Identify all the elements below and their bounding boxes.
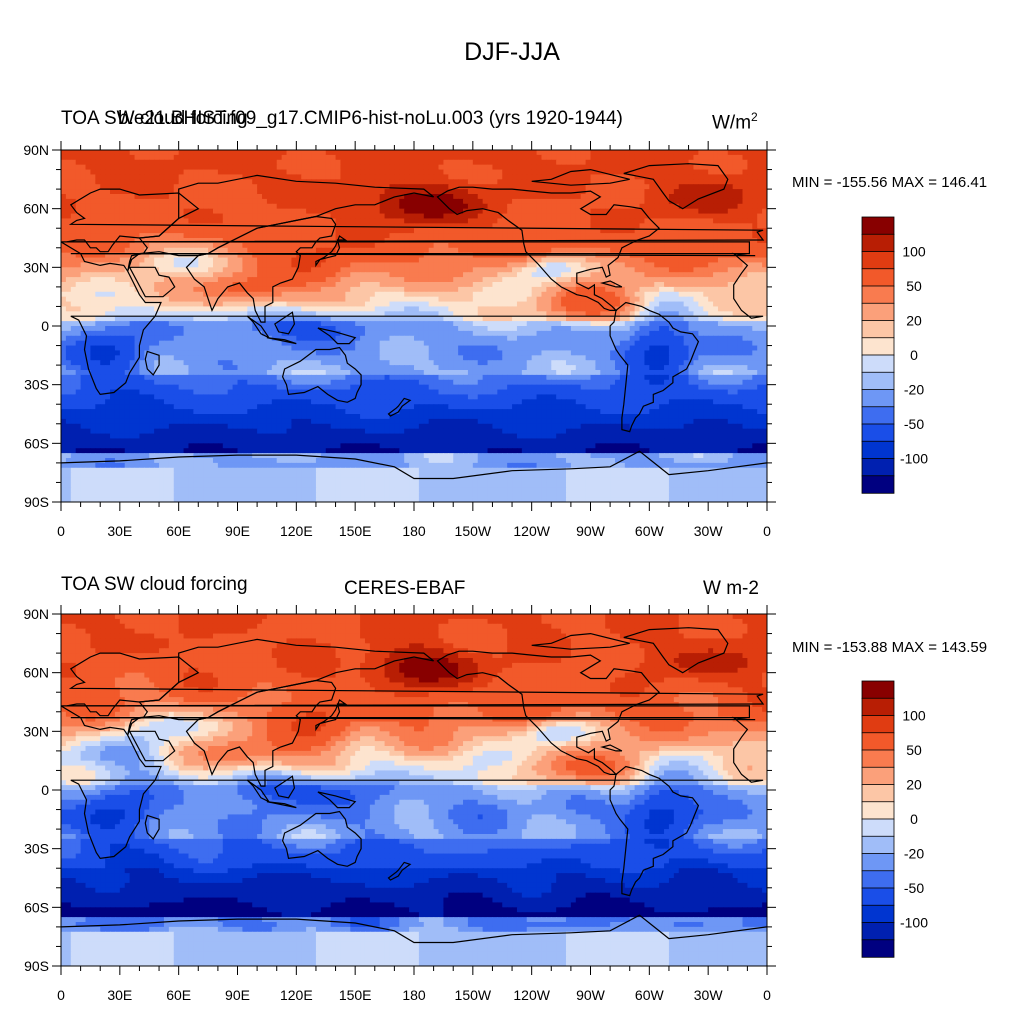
filled-contours — [61, 150, 768, 503]
colorbar-box — [862, 733, 894, 751]
x-tick-label: 90W — [576, 987, 606, 1003]
x-tick-label: 120W — [513, 523, 550, 539]
map-plot: 90N 60N 30N 0 30S 60S 90S 0 30E 60E 90E 120E 150E 180… — [0, 564, 1024, 1034]
colorbar-box — [862, 888, 894, 906]
colorbar-box — [862, 836, 894, 854]
y-tick-label: 30S — [24, 841, 49, 857]
colorbar-box — [862, 459, 894, 477]
x-tick-label: 150E — [339, 523, 372, 539]
colorbar: 100 50 20 0 -20 -50 -100 — [862, 217, 928, 493]
y-tick-label: 60N — [23, 201, 49, 217]
y-tick-label: 30N — [23, 723, 49, 739]
y-tick-label: 90S — [24, 494, 49, 510]
y-tick-label: 60N — [23, 665, 49, 681]
colorbar-label: -50 — [904, 416, 924, 432]
colorbar-box — [862, 476, 894, 494]
x-tick-label: 60W — [635, 523, 665, 539]
x-tick-label: 150W — [455, 987, 492, 1003]
colorbar-box — [862, 940, 894, 958]
colorbar-box — [862, 698, 894, 716]
colorbar-box — [862, 390, 894, 408]
x-tick-label: 180 — [402, 987, 426, 1003]
colorbar-label: -50 — [904, 880, 924, 896]
colorbar-label: 0 — [910, 347, 918, 363]
x-tick-label: 30W — [694, 523, 724, 539]
y-tick-label: 90S — [24, 958, 49, 974]
colorbar-label: 50 — [906, 278, 922, 294]
y-tick-label: 60S — [24, 899, 49, 915]
colorbar-box — [862, 750, 894, 768]
colorbar-label: 20 — [906, 313, 922, 329]
y-tick-label: 90N — [23, 606, 49, 622]
x-tick-label: 150W — [455, 523, 492, 539]
colorbar-box — [862, 785, 894, 803]
colorbar-box — [862, 767, 894, 785]
y-tick-label: 30N — [23, 259, 49, 275]
colorbar-label: -100 — [900, 915, 928, 931]
colorbar-box — [862, 441, 894, 459]
obs-panel: TOA SW cloud forcing CERES-EBAF W m-2 MI… — [0, 564, 1024, 1034]
colorbar-box — [862, 338, 894, 356]
x-tick-label: 120W — [513, 987, 550, 1003]
x-tick-label: 0 — [763, 523, 771, 539]
model-panel: TOA SW cloud forcing b.e21.BHIST.f09_g17… — [0, 100, 1024, 570]
colorbar-label: 50 — [906, 742, 922, 758]
x-tick-label: 30W — [694, 987, 724, 1003]
x-tick-label: 60E — [166, 523, 191, 539]
colorbar-box — [862, 923, 894, 941]
x-tick-label: 90W — [576, 523, 606, 539]
x-tick-label: 120E — [280, 987, 313, 1003]
x-tick-label: 30E — [107, 987, 132, 1003]
colorbar-box — [862, 269, 894, 287]
x-tick-label: 0 — [57, 523, 65, 539]
colorbar-box — [862, 871, 894, 889]
x-tick-label: 60W — [635, 987, 665, 1003]
colorbar-box — [862, 905, 894, 923]
filled-contours — [61, 614, 768, 967]
colorbar-label: -100 — [900, 451, 928, 467]
colorbar-box — [862, 355, 894, 373]
y-tick-label: 0 — [41, 782, 49, 798]
colorbar-label: 100 — [902, 708, 926, 724]
colorbar-box — [862, 854, 894, 872]
y-tick-label: 0 — [41, 318, 49, 334]
colorbar-box — [862, 407, 894, 425]
colorbar-box — [862, 681, 894, 699]
x-tick-label: 0 — [57, 987, 65, 1003]
colorbar-label: -20 — [904, 846, 924, 862]
colorbar-box — [862, 321, 894, 339]
colorbar-box — [862, 217, 894, 235]
colorbar-box — [862, 716, 894, 734]
colorbar-box — [862, 286, 894, 304]
colorbar-label: 20 — [906, 777, 922, 793]
y-tick-label: 30S — [24, 377, 49, 393]
x-tick-label: 150E — [339, 987, 372, 1003]
x-tick-label: 120E — [280, 523, 313, 539]
colorbar-box — [862, 372, 894, 390]
colorbar-label: -20 — [904, 382, 924, 398]
x-tick-label: 90E — [225, 987, 250, 1003]
x-tick-label: 30E — [107, 523, 132, 539]
colorbar-box — [862, 424, 894, 442]
x-tick-label: 0 — [763, 987, 771, 1003]
y-tick-label: 60S — [24, 435, 49, 451]
colorbar-box — [862, 303, 894, 321]
colorbar-label: 100 — [902, 244, 926, 260]
x-tick-label: 90E — [225, 523, 250, 539]
colorbar: 100 50 20 0 -20 -50 -100 — [862, 681, 928, 957]
colorbar-box — [862, 819, 894, 837]
x-tick-label: 180 — [402, 523, 426, 539]
colorbar-box — [862, 802, 894, 820]
map-plot: 90N 60N 30N 0 30S 60S 90S 0 30E 60E 90E 120E 150E 180… — [0, 100, 1024, 570]
colorbar-label: 0 — [910, 811, 918, 827]
colorbar-box — [862, 252, 894, 270]
y-tick-label: 90N — [23, 142, 49, 158]
x-tick-label: 60E — [166, 987, 191, 1003]
colorbar-box — [862, 234, 894, 252]
figure-title: DJF-JJA — [0, 38, 1024, 67]
